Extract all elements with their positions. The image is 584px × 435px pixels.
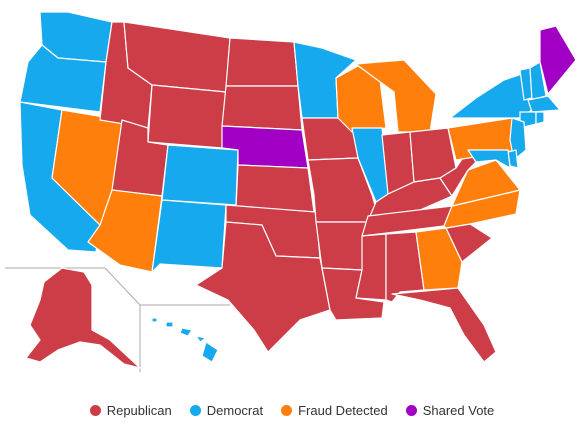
state-texas[interactable] [195,221,331,353]
legend-item-republican[interactable]: Republican [89,402,172,418]
hawaii-island-3[interactable] [179,327,193,337]
republican-dot-icon [89,404,101,416]
state-south-dakota[interactable] [221,85,303,131]
state-massachusetts[interactable] [527,95,561,113]
legend-label-republican: Republican [106,402,172,418]
legend-label-democrat: Democrat [206,402,264,418]
state-new-jersey[interactable] [509,117,527,161]
us-election-map [5,11,577,372]
state-arkansas[interactable] [315,221,369,271]
hawaii-island-5[interactable] [201,341,219,363]
inset-frame [5,267,141,372]
hawaii-island-4[interactable] [195,335,207,343]
state-colorado[interactable] [161,144,239,206]
state-alaska[interactable] [25,267,141,369]
legend-item-fraud[interactable]: Fraud Detected [281,403,388,418]
state-florida[interactable] [391,287,497,363]
state-maryland[interactable] [467,149,511,169]
democrat-dot-icon [189,404,201,416]
state-georgia[interactable] [415,227,463,291]
shared-dot-icon [405,404,417,416]
state-new-mexico[interactable] [151,199,227,273]
hawaii-island-1[interactable] [151,317,158,323]
legend: Republican Democrat Fraud Detected Share… [0,400,584,420]
state-mississippi[interactable] [355,233,387,301]
state-hawaii[interactable] [151,317,219,363]
legend-label-fraud: Fraud Detected [298,402,388,418]
legend-item-democrat[interactable]: Democrat [189,402,264,418]
state-new-york[interactable] [449,71,533,119]
state-north-dakota[interactable] [225,37,299,87]
fraud-dot-icon [281,404,293,416]
legend-item-shared[interactable]: Shared Vote [405,402,495,418]
state-wyoming[interactable] [147,84,227,149]
state-maine[interactable] [539,25,577,95]
state-rhode-island[interactable] [535,111,545,125]
state-oregon[interactable] [19,44,107,113]
state-kansas[interactable] [235,164,315,213]
legend-label-shared: Shared Vote [422,402,495,418]
hawaii-island-2[interactable] [165,321,174,328]
